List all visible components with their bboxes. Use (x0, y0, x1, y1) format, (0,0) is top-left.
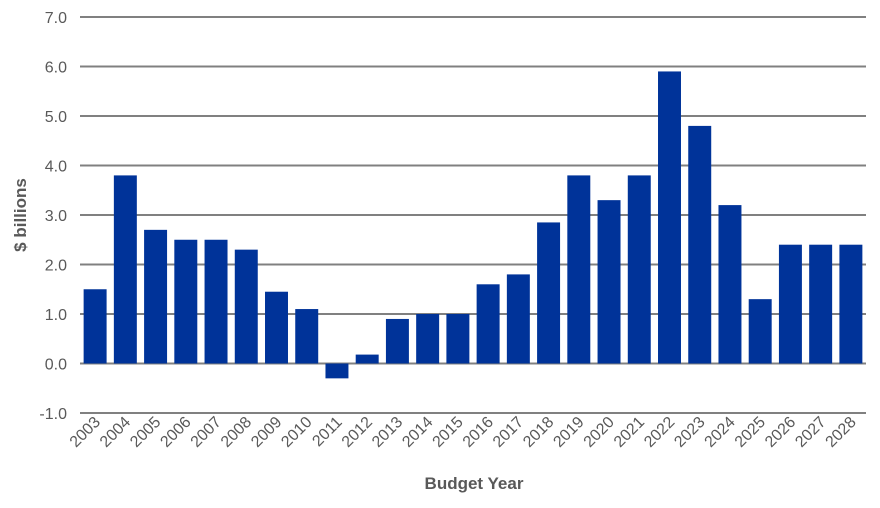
x-tick-label: 2011 (309, 414, 345, 450)
bar-2023 (688, 125, 712, 364)
bar-2024 (718, 205, 742, 364)
bar-2022 (658, 71, 681, 364)
y-tick-label: 4.0 (45, 159, 67, 176)
bar-2004 (113, 175, 137, 364)
x-tick-label: 2015 (430, 414, 467, 451)
bar-2018 (537, 222, 561, 364)
x-tick-label: 2012 (339, 414, 376, 451)
x-tick-label: 2023 (671, 414, 708, 451)
x-tick-label: 2025 (732, 414, 769, 451)
x-tick-label: 2028 (823, 414, 860, 451)
bar-2005 (144, 229, 168, 364)
bar-2014 (416, 314, 440, 364)
x-tick-label: 2017 (490, 414, 527, 451)
bar-2011 (325, 363, 349, 379)
bar-2019 (567, 175, 591, 364)
y-tick-label: 3.0 (45, 208, 67, 225)
y-tick-label: 7.0 (45, 10, 67, 27)
x-tick-label: 2019 (550, 414, 587, 451)
bar-2003 (83, 289, 107, 364)
bar-2006 (174, 239, 198, 364)
bar-2008 (234, 249, 258, 364)
x-tick-label: 2026 (762, 414, 799, 451)
x-tick-label: 2027 (792, 414, 829, 451)
y-tick-label: 0.0 (45, 357, 67, 374)
y-tick-label: 2.0 (45, 258, 67, 275)
y-tick-label: 6.0 (45, 60, 67, 77)
bar-2026 (778, 244, 802, 364)
x-tick-label: 2024 (702, 414, 739, 451)
x-tick-label: 2005 (127, 414, 164, 451)
y-axis-label: $ billions (11, 178, 30, 252)
x-axis-label: Budget Year (425, 474, 524, 493)
x-tick-label: 2022 (641, 414, 678, 451)
bar-2020 (597, 200, 621, 364)
x-tick-label: 2007 (188, 414, 225, 451)
bar-2021 (627, 175, 651, 364)
bar-2007 (204, 239, 228, 364)
bar-2017 (506, 274, 530, 364)
x-tick-label: 2004 (97, 414, 134, 451)
y-tick-label: 1.0 (45, 307, 67, 324)
bar-2027 (809, 244, 833, 364)
y-tick-label: -1.0 (39, 406, 67, 423)
bar-2016 (476, 284, 500, 364)
y-tick-labels: -1.0 0.0 1.0 2.0 3.0 4.0 5.0 6.0 7.0 (39, 10, 67, 423)
x-tick-label: 2021 (611, 414, 648, 451)
bar-2028 (839, 244, 863, 364)
x-tick-label: 2014 (399, 414, 436, 451)
x-tick-label: 2009 (248, 414, 285, 451)
gridlines (80, 16, 866, 414)
y-tick-label: 5.0 (45, 109, 67, 126)
x-tick-label: 2008 (218, 414, 255, 451)
bar-2025 (748, 299, 772, 364)
bar-2009 (265, 291, 288, 364)
x-tick-label: 2013 (369, 414, 406, 451)
x-tick-label: 2010 (278, 414, 315, 451)
x-tick-label: 2020 (581, 414, 618, 451)
x-tick-label: 2003 (67, 414, 104, 451)
bar-2013 (385, 318, 409, 364)
x-tick-label: 2018 (520, 414, 557, 451)
bar-2010 (295, 309, 319, 364)
bar-2015 (446, 314, 470, 364)
x-tick-labels: 2003200420052006200720082009201020112012… (67, 414, 860, 451)
x-tick-label: 2006 (157, 414, 194, 451)
bar-2012 (355, 354, 379, 364)
x-tick-label: 2016 (460, 414, 497, 451)
bars (83, 71, 863, 379)
